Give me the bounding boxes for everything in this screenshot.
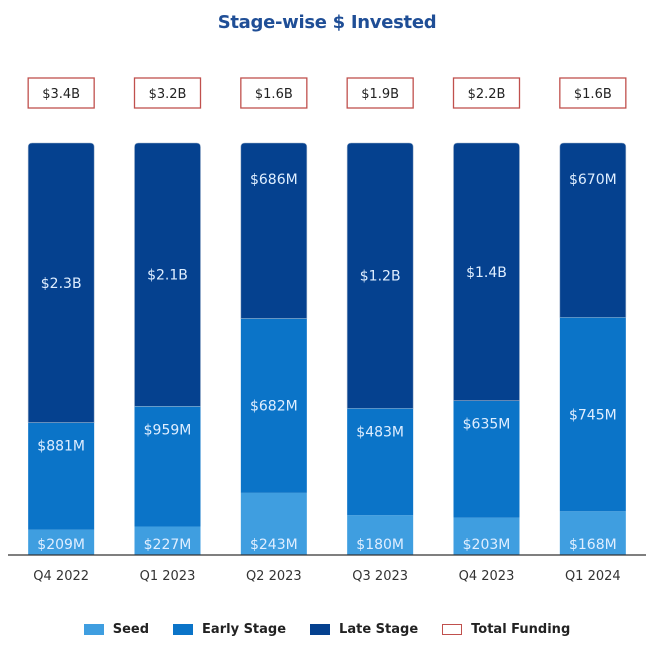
segment-label-late-stage-q2-2023: $686M [250, 172, 298, 188]
total-funding-label-q1-2024: $1.6B [574, 87, 612, 102]
segment-label-seed-q2-2023: $243M [250, 537, 298, 553]
legend-item-late-stage: Late Stage [310, 622, 418, 637]
bar-segment-late-stage-q4-2023 [453, 142, 520, 402]
bar-q4-2022 [27, 142, 95, 555]
bar-segment-early-stage-q4-2023 [453, 400, 520, 518]
segment-label-seed-q4-2022: $209M [37, 537, 85, 553]
segment-label-early-stage-q1-2024: $745M [569, 407, 617, 423]
bar-q1-2023 [134, 142, 201, 555]
chart-title: Stage-wise $ Invested [217, 12, 437, 33]
segment-label-late-stage-q1-2024: $670M [569, 172, 617, 188]
legend-item-total-funding: Total Funding [442, 622, 570, 637]
bar-segment-seed-q1-2024 [559, 511, 626, 555]
total-funding-box-q2-2023 [240, 77, 308, 109]
legend-label-early-stage: Early Stage [202, 622, 287, 637]
segment-label-early-stage-q4-2022: $881M [37, 439, 85, 455]
x-tick-label-q2-2023: Q2 2023 [246, 569, 302, 584]
bar-segment-seed-q2-2023 [240, 492, 307, 555]
x-tick-label-q3-2023: Q3 2023 [352, 569, 408, 584]
bar-segment-seed-q3-2023 [347, 515, 414, 555]
bar-segment-early-stage-q3-2023 [347, 408, 414, 516]
bar-segment-late-stage-q3-2023 [346, 142, 414, 409]
bars [27, 142, 627, 555]
segment-label-early-stage-q2-2023: $682M [250, 399, 298, 415]
bar-q3-2023 [346, 142, 414, 555]
segment-label-seed-q3-2023: $180M [356, 537, 404, 553]
legend-item-seed: Seed [83, 622, 150, 637]
bar-segment-early-stage-q4-2022 [28, 422, 95, 530]
segment-label-early-stage-q1-2023: $959M [144, 422, 192, 438]
legend-label-total-funding: Total Funding [471, 622, 571, 637]
total-funding-boxes: $3.4B $3.2B $1.6B $1.9B $2.2B $1.6B [27, 77, 627, 109]
bar-q2-2023 [240, 142, 308, 555]
total-funding-box-q3-2023 [346, 77, 414, 109]
bar-segment-late-stage-q1-2024 [559, 142, 627, 318]
segment-label-seed-q4-2023: $203M [463, 537, 511, 553]
segment-label-seed-q1-2024: $168M [569, 537, 617, 553]
x-tick-labels: Q4 2022 Q1 2023 Q2 2023 Q3 2023 Q4 2023 Q1 20… [33, 569, 620, 584]
x-tick-label-q1-2024: Q1 2024 [565, 569, 621, 584]
legend-swatch-seed [83, 624, 104, 635]
legend: Seed Early Stage Late Stage Total Fundin… [0, 622, 654, 637]
bar-segment-late-stage-q1-2023 [134, 142, 201, 407]
total-funding-label-q2-2023: $1.6B [255, 87, 293, 102]
segment-label-late-stage-q3-2023: $1.2B [360, 269, 401, 285]
total-funding-label-q4-2023: $2.2B [468, 87, 506, 102]
bar-segment-late-stage-q4-2022 [27, 142, 95, 423]
legend-item-early-stage: Early Stage [173, 622, 286, 637]
bar-q4-2023 [453, 142, 520, 555]
total-funding-box-q4-2023 [452, 77, 521, 109]
total-funding-box-q1-2023 [133, 77, 202, 109]
bar-segment-early-stage-q1-2024 [559, 317, 626, 512]
bar-segment-early-stage-q2-2023 [240, 318, 307, 493]
total-funding-label-q4-2022: $3.4B [42, 87, 80, 102]
total-funding-box-q1-2024 [559, 77, 627, 109]
segment-labels: $209M $881M $2.3B $227M $959M $2.1B $243M $682M… [37, 172, 616, 553]
legend-swatch-total-funding [442, 624, 463, 635]
bar-segment-seed-q4-2023 [453, 517, 520, 555]
legend-label-seed: Seed [112, 622, 150, 637]
x-tick-label-q4-2022: Q4 2022 [33, 569, 89, 584]
x-tick-label-q1-2023: Q1 2023 [140, 569, 196, 584]
legend-swatch-early-stage [173, 624, 194, 635]
segment-label-early-stage-q4-2023: $635M [463, 417, 511, 433]
bar-segment-seed-q1-2023 [134, 526, 201, 555]
x-tick-label-q4-2023: Q4 2023 [459, 569, 515, 584]
bar-segment-early-stage-q1-2023 [134, 406, 201, 527]
segment-label-late-stage-q4-2022: $2.3B [41, 276, 82, 292]
total-funding-label-q3-2023: $1.9B [361, 87, 399, 102]
bar-segment-late-stage-q2-2023 [240, 142, 308, 319]
segment-label-early-stage-q3-2023: $483M [356, 424, 404, 440]
bar-segment-seed-q4-2022 [28, 529, 95, 555]
total-funding-box-q4-2022 [27, 77, 95, 109]
segment-label-late-stage-q4-2023: $1.4B [466, 265, 507, 281]
total-funding-label-q1-2023: $3.2B [149, 87, 187, 102]
segment-label-late-stage-q1-2023: $2.1B [147, 268, 188, 284]
legend-label-late-stage: Late Stage [339, 622, 419, 637]
segment-label-seed-q1-2023: $227M [144, 537, 192, 553]
legend-swatch-late-stage [310, 624, 331, 635]
bar-q1-2024 [559, 142, 627, 555]
